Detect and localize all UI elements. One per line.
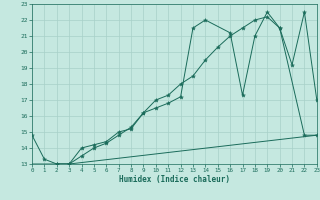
X-axis label: Humidex (Indice chaleur): Humidex (Indice chaleur) xyxy=(119,175,230,184)
